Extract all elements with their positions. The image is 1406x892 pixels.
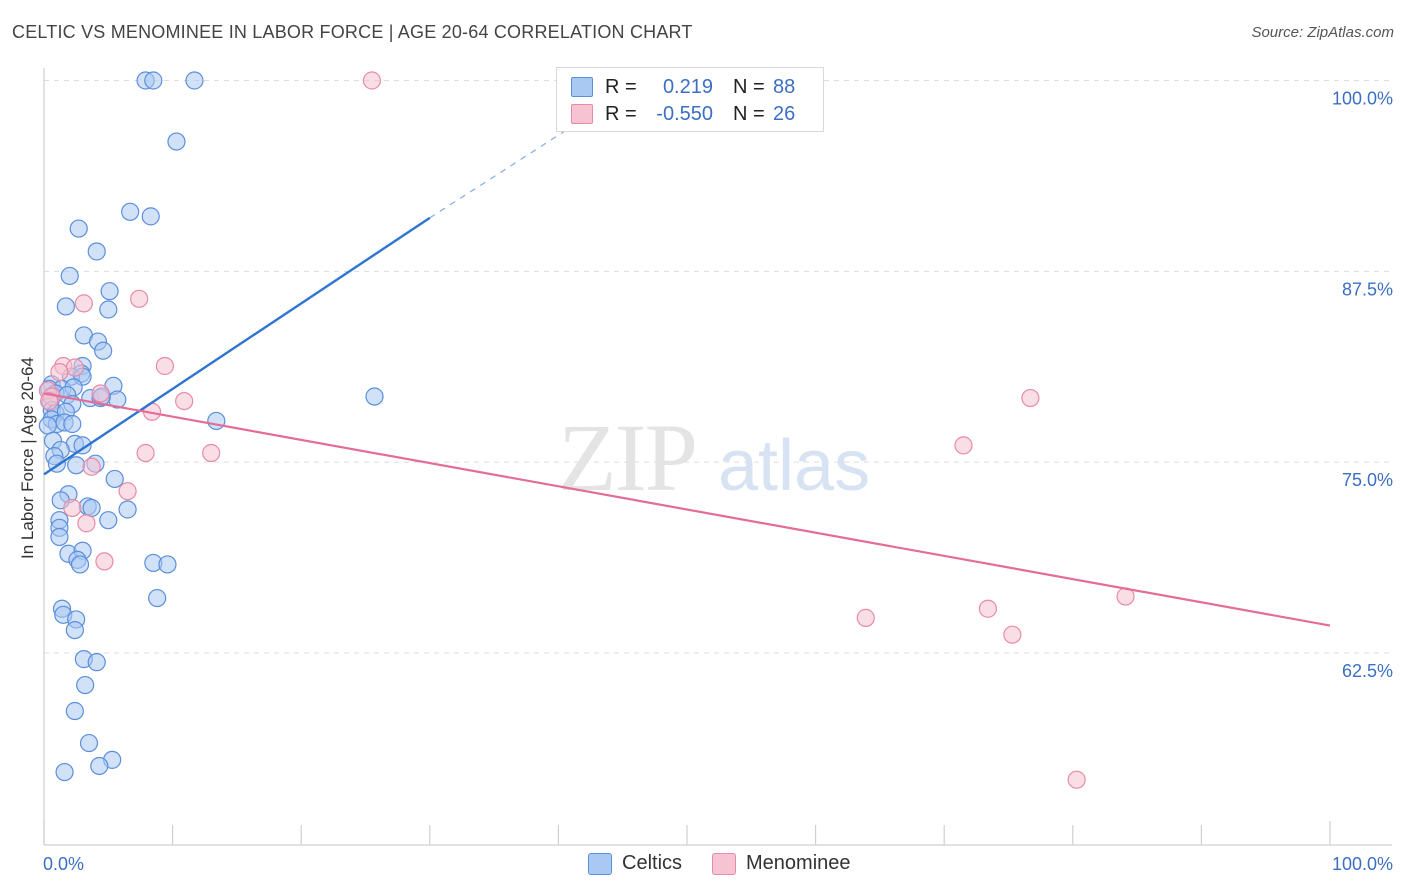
celtics-point [69, 219, 88, 238]
stats-legend: R = 0.219 N = 88 R = -0.550 N = 26 [556, 67, 824, 132]
celtics-point [99, 511, 118, 530]
source-label: Source: ZipAtlas.com [1251, 24, 1394, 41]
watermark: ZIP atlas [558, 404, 870, 511]
celtics-point [118, 500, 137, 519]
celtics-trend-line [43, 216, 431, 476]
celtics-point [50, 527, 69, 547]
menominee-points [38, 71, 1135, 789]
watermark-atlas: atlas [718, 426, 870, 506]
celtics-point [67, 456, 86, 475]
celtics-point [207, 411, 226, 431]
celtics-point [94, 341, 113, 360]
legend-n-label: N = [733, 102, 765, 125]
series-legend: Celtics Menominee [0, 852, 1406, 878]
celtics-point [65, 701, 84, 721]
celtics-trend-extension [429, 118, 585, 219]
x-tick-label-max: 100.0% [1332, 854, 1393, 874]
celtics-point [63, 414, 82, 434]
legend-n-label: N = [733, 75, 765, 98]
menominee-point [978, 599, 998, 618]
celtics-point [105, 469, 124, 489]
y-tick-label: 87.5% [1342, 279, 1393, 299]
y-tick-labels: 62.5% 75.0% 87.5% 100.0% [1332, 89, 1393, 682]
legend-item-celtics: Celtics [588, 852, 682, 875]
celtics-point [82, 498, 101, 518]
celtics-point [185, 71, 204, 90]
celtics-point [87, 242, 106, 261]
celtics-point [121, 202, 140, 221]
celtics-point [60, 266, 79, 286]
watermark-zip: ZIP [558, 404, 696, 511]
menominee-point [1003, 625, 1022, 644]
celtics-point [158, 555, 177, 574]
menominee-point [91, 384, 110, 403]
celtics-swatch [571, 77, 593, 97]
legend-r-label: R = [605, 75, 637, 98]
legend-n-value: 88 [773, 75, 796, 98]
x-tick-label-min: 0.0% [43, 854, 84, 874]
menominee-legend-swatch [712, 852, 736, 875]
celtics-point [144, 71, 163, 90]
celtics-point [38, 416, 57, 435]
menominee-point [95, 552, 114, 571]
celtics-point [148, 588, 167, 608]
celtics-point [56, 297, 75, 316]
y-tick-label: 62.5% [1342, 661, 1393, 681]
legend-r-label: R = [605, 102, 637, 125]
celtics-point [141, 207, 160, 226]
menominee-point [954, 436, 973, 455]
celtics-point [99, 300, 118, 319]
menominee-point [155, 356, 174, 376]
legend-item-menominee: Menominee [712, 852, 851, 875]
celtics-legend-label: Celtics [622, 852, 683, 874]
menominee-point [202, 443, 221, 463]
gridlines [44, 80, 1392, 654]
y-tick-label: 100.0% [1332, 89, 1393, 109]
celtics-points [38, 71, 384, 782]
celtics-point [76, 675, 95, 695]
menominee-swatch [571, 104, 593, 124]
menominee-point [362, 71, 382, 90]
legend-r-value: 0.219 [662, 75, 713, 98]
x-tick-labels: 0.0% 100.0% [43, 854, 1393, 874]
legend-row-celtics: R = 0.219 N = 88 [571, 74, 795, 100]
menominee-point [856, 608, 875, 627]
y-tick-label: 75.0% [1342, 470, 1393, 490]
celtics-legend-swatch [588, 852, 612, 875]
celtics-point [365, 387, 384, 406]
menominee-point [63, 498, 82, 518]
menominee-point [40, 392, 59, 411]
celtics-point [73, 436, 92, 455]
menominee-point [1067, 770, 1086, 789]
legend-r-value: -0.550 [656, 102, 713, 125]
menominee-point [1021, 388, 1040, 408]
celtics-point [65, 620, 84, 640]
menominee-point [82, 457, 101, 476]
trend-lines [43, 118, 1331, 627]
celtics-point [70, 555, 90, 574]
menominee-point [130, 289, 149, 308]
menominee-point [74, 294, 93, 313]
celtics-point [100, 282, 119, 301]
celtics-point [79, 733, 99, 753]
menominee-trend-line [43, 392, 1331, 627]
celtics-point [55, 762, 74, 782]
menominee-legend-label: Menominee [746, 852, 851, 874]
legend-n-value: 26 [773, 102, 796, 125]
celtics-point [90, 756, 109, 776]
legend-row-menominee: R = -0.550 N = 26 [571, 101, 795, 127]
celtics-point [167, 132, 186, 151]
menominee-point [118, 482, 137, 501]
menominee-point [50, 362, 69, 382]
menominee-point [175, 392, 194, 411]
chart-title: CELTIC VS MENOMINEE IN LABOR FORCE | AGE… [12, 22, 693, 42]
celtics-point [87, 653, 106, 672]
menominee-point [136, 443, 155, 463]
menominee-point [77, 514, 96, 533]
menominee-point [65, 358, 84, 377]
axes [43, 68, 1392, 846]
